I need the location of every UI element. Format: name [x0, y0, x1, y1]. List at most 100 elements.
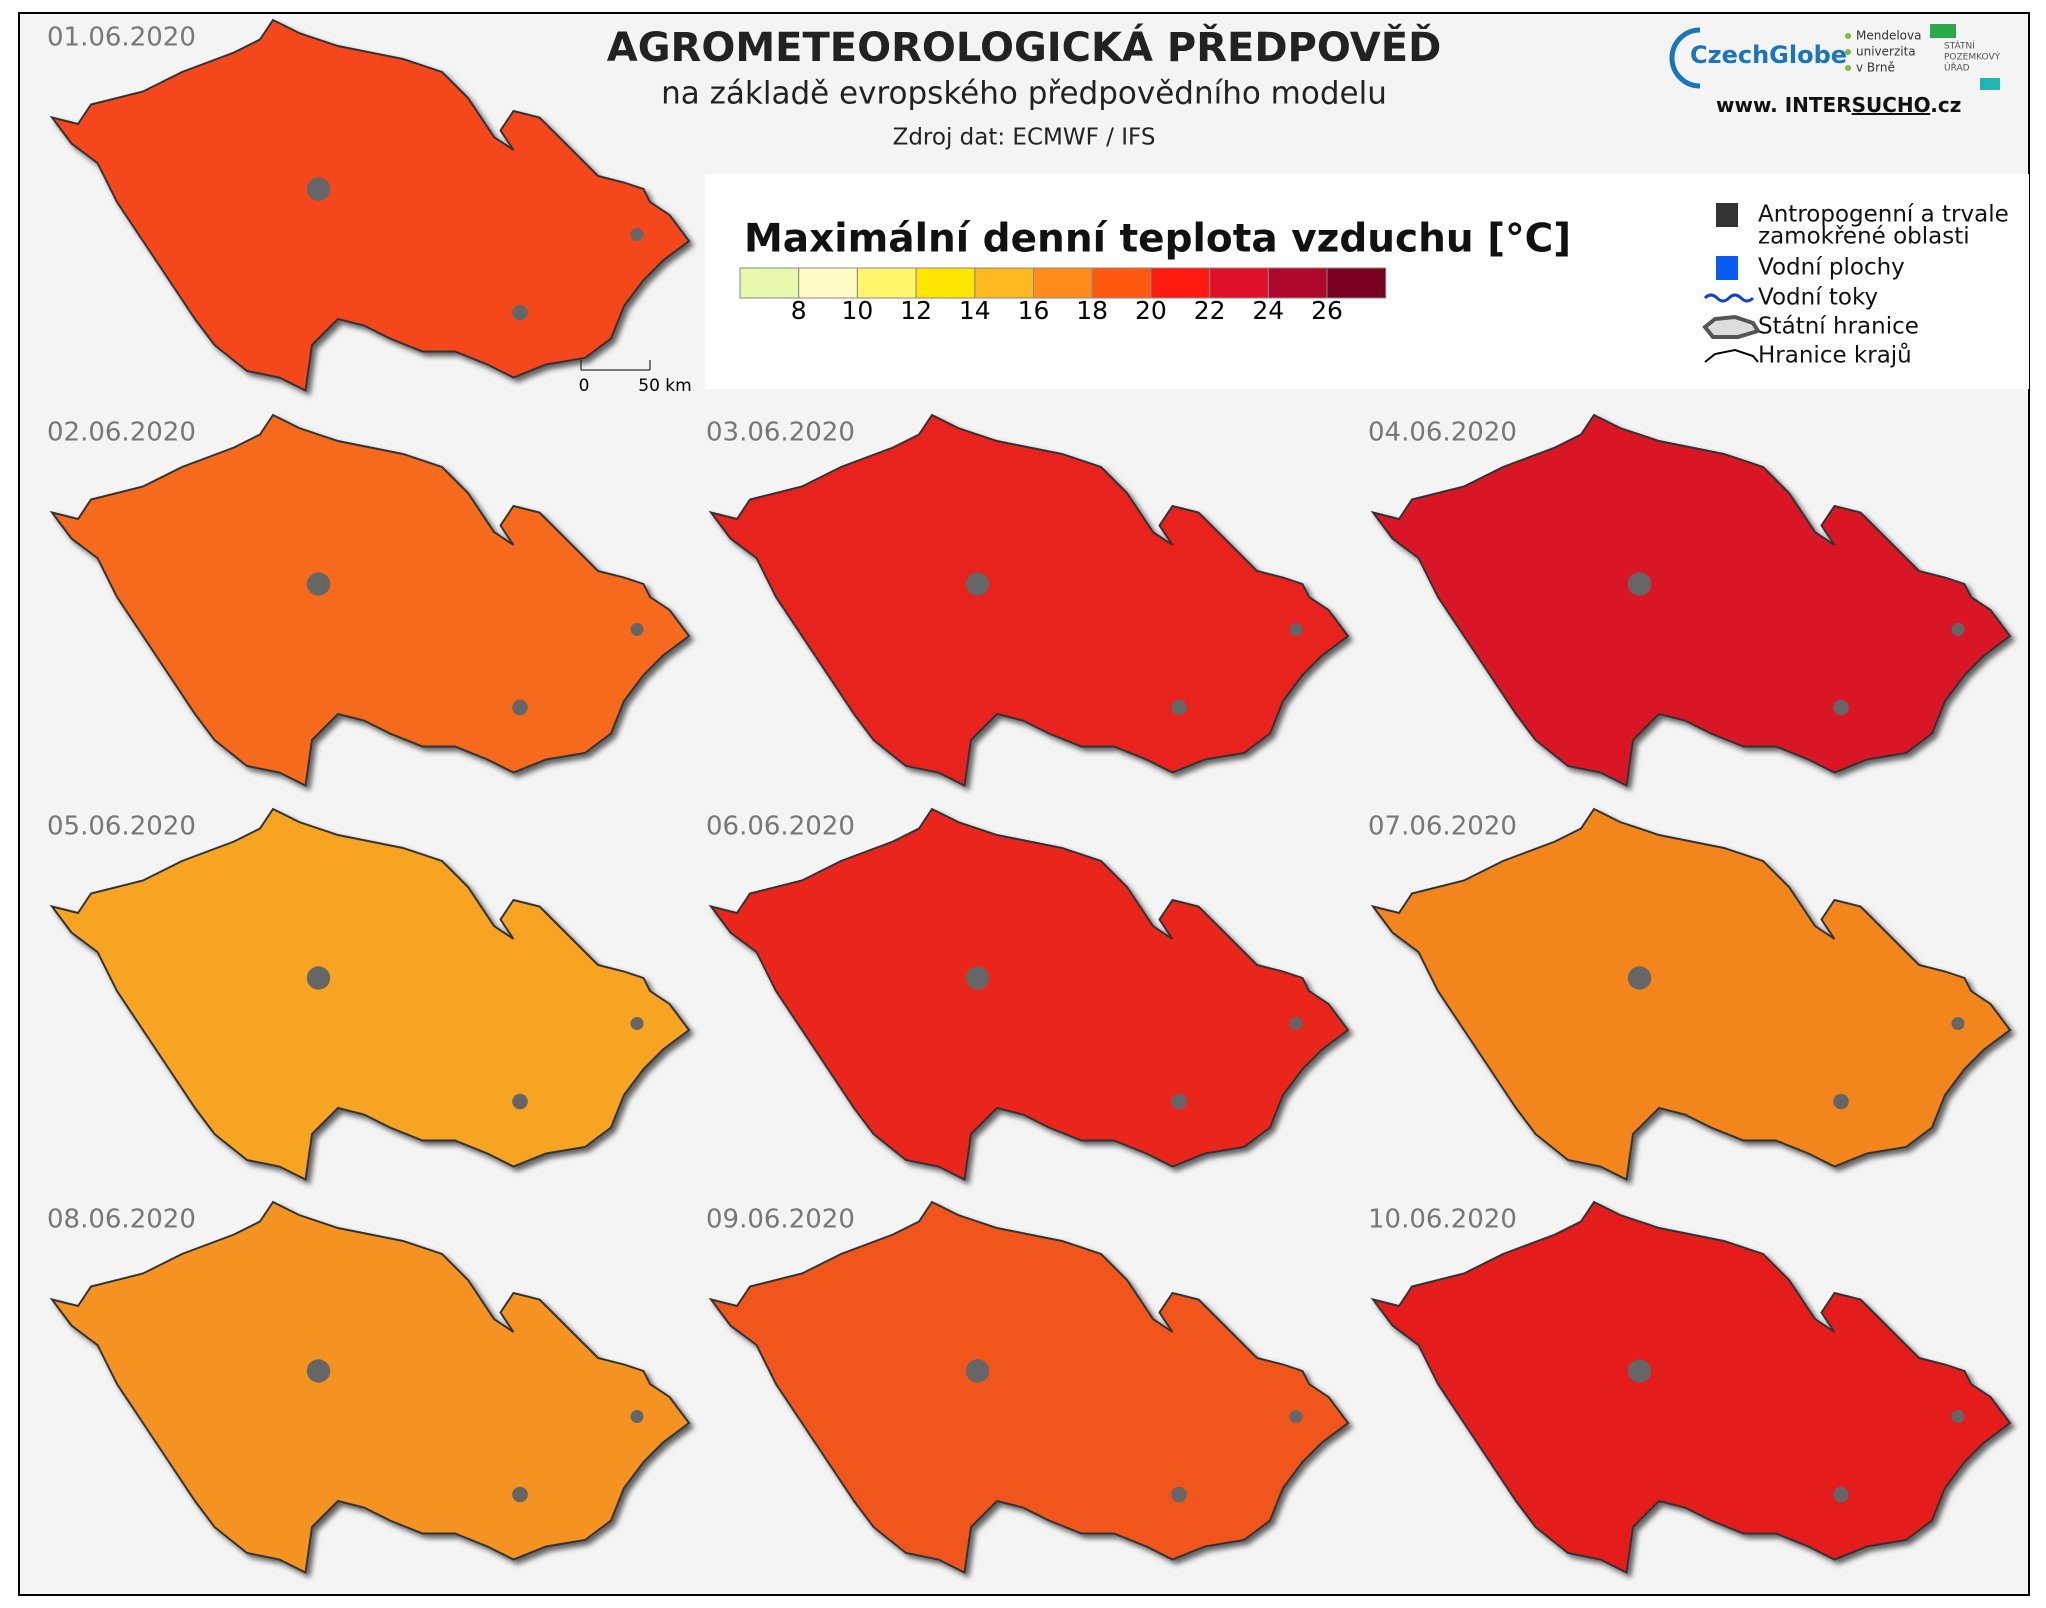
legend-tick: 24 — [1252, 296, 1284, 325]
city-area — [512, 1093, 528, 1110]
map-date: 06.06.2020 — [706, 812, 855, 842]
legend-tick: 18 — [1076, 296, 1108, 325]
map-date: 03.06.2020 — [706, 418, 855, 448]
legend-tick: 12 — [900, 296, 932, 325]
mendel-dot — [1845, 33, 1851, 39]
city-area — [630, 1017, 644, 1030]
city-area — [306, 177, 331, 201]
legend-item-label: Státní hranice — [1758, 314, 1919, 340]
city-area — [1289, 1410, 1303, 1423]
legend-swatch — [1209, 267, 1269, 299]
legend-swatch — [1033, 267, 1093, 299]
city-area — [965, 572, 990, 596]
legend-item-label: Antropogenní a trvale — [1758, 202, 2009, 228]
mendel-dot — [1845, 65, 1851, 71]
spu-logo: ÚŘAD — [1944, 62, 1970, 74]
map-date: 08.06.2020 — [47, 1205, 196, 1235]
source: Zdroj dat: ECMWF / IFS — [893, 125, 1156, 151]
maps: 01.06.2020 02.06.2020 03.06.2020 04.06.2020… — [47, 19, 2011, 1574]
legend-swatch — [1091, 267, 1152, 299]
legend-tick: 10 — [841, 296, 873, 325]
czechglobe-logo: CzechGlobe — [1690, 41, 1847, 69]
map-date: 01.06.2020 — [47, 23, 196, 53]
legend-swatch — [974, 267, 1034, 299]
city-area — [630, 623, 644, 636]
legend-tick: 14 — [959, 296, 991, 325]
city-area — [1833, 699, 1849, 716]
scale-label: 0 — [579, 376, 590, 396]
map-date: 02.06.2020 — [47, 418, 196, 448]
map — [1372, 1201, 2011, 1574]
city-area — [306, 966, 331, 990]
city-area — [965, 966, 990, 990]
subtitle: na základě evropského předpovědního mode… — [661, 76, 1387, 112]
map — [710, 414, 1349, 787]
spu-logo: POZEMKOVÝ — [1944, 51, 2001, 63]
city-area — [1951, 1017, 1965, 1030]
web-link: www. INTERSUCHO.cz — [1716, 93, 1961, 117]
city-area — [306, 572, 331, 596]
city-area — [1171, 1486, 1187, 1503]
web-part: .cz — [1930, 93, 1961, 117]
legend-swatch — [1150, 267, 1211, 299]
map-date: 09.06.2020 — [706, 1205, 855, 1235]
map — [51, 808, 690, 1181]
legend-item-label: Hranice krajů — [1758, 342, 1912, 369]
spu-logo: STÁTNÍ — [1944, 40, 1975, 52]
city-area — [512, 699, 528, 716]
legend-icon — [1716, 256, 1738, 280]
city-area — [1171, 699, 1187, 716]
city-area — [1833, 1093, 1849, 1110]
city-area — [1627, 1359, 1652, 1383]
czechglobe-icon — [1669, 27, 1701, 89]
city-area — [306, 1359, 331, 1383]
spu-mark — [1980, 78, 2000, 90]
city-area — [1289, 623, 1303, 636]
city-area — [512, 1486, 528, 1503]
legend-tick: 8 — [791, 296, 807, 325]
map — [51, 414, 690, 787]
map-date: 07.06.2020 — [1368, 812, 1517, 842]
city-area — [512, 304, 528, 321]
spu-mark — [1930, 24, 1956, 38]
city-area — [965, 1359, 990, 1383]
legend-swatch — [739, 267, 800, 299]
city-area — [630, 228, 644, 241]
map-date: 04.06.2020 — [1368, 418, 1517, 448]
mendel-dot — [1845, 49, 1851, 55]
legend-item-label: Vodní plochy — [1758, 255, 1905, 281]
city-area — [1627, 572, 1652, 596]
legend-item-label: zamokřené oblasti — [1758, 224, 1970, 250]
map-date: 05.06.2020 — [47, 812, 196, 842]
city-area — [1289, 1017, 1303, 1030]
city-area — [1951, 1410, 1965, 1423]
legend-swatch — [1326, 267, 1387, 299]
city-area — [1951, 623, 1965, 636]
legend-swatch — [856, 267, 917, 299]
map — [51, 1201, 690, 1574]
title: AGROMETEOROLOGICKÁ PŘEDPOVĚĎ — [607, 23, 1442, 71]
legend-tick: 20 — [1135, 296, 1167, 325]
legend-title: Maximální denní teplota vzduchu [°C] — [744, 217, 1571, 262]
legend-tick: 22 — [1194, 296, 1226, 325]
legend-swatch — [798, 267, 858, 299]
map — [1372, 414, 2011, 787]
map-date: 10.06.2020 — [1368, 1205, 1517, 1235]
map — [710, 1201, 1349, 1574]
scale-label: 50 km — [638, 376, 691, 396]
city-area — [630, 1410, 644, 1423]
city-area — [1171, 1093, 1187, 1110]
legend-tick: 16 — [1018, 296, 1050, 325]
city-area — [1627, 966, 1652, 990]
legend-icon — [1702, 314, 1762, 339]
mendel-logo: v Brně — [1856, 61, 1895, 75]
legend-item-label: Vodní toky — [1758, 285, 1878, 311]
web-part: www. INTER — [1716, 93, 1852, 117]
legend-icon — [1703, 293, 1755, 303]
city-area — [1833, 1486, 1849, 1503]
mendel-logo: Mendelova — [1856, 29, 1921, 43]
map — [710, 808, 1349, 1181]
map — [1372, 808, 2011, 1181]
